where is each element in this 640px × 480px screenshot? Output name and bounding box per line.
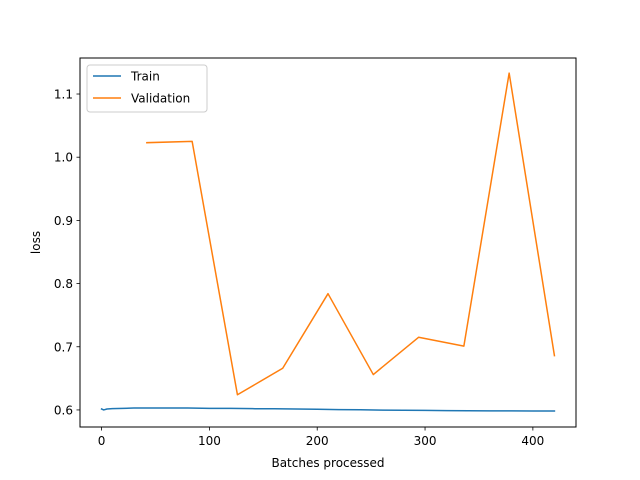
axes-layer xyxy=(79,57,577,428)
x-tick-label: 300 xyxy=(414,434,437,448)
legend-label-validation: Validation xyxy=(131,92,190,106)
y-tick-label: 1.1 xyxy=(54,88,73,102)
y-tick-label: 1.0 xyxy=(54,151,73,165)
x-tick-label: 400 xyxy=(521,434,544,448)
series-line-validation xyxy=(146,72,556,396)
x-axis-label: Batches processed xyxy=(271,456,384,470)
series-line-train xyxy=(100,407,556,412)
x-tick-label: 200 xyxy=(306,434,329,448)
legend: Train Validation xyxy=(86,64,208,113)
legend-label-train: Train xyxy=(130,70,160,84)
plot-background xyxy=(80,58,576,427)
x-tick-label: 100 xyxy=(198,434,221,448)
y-ticks: 0.6 0.7 0.8 0.9 1.0 1.1 xyxy=(54,88,80,417)
plot-frame xyxy=(79,57,577,428)
x-tick-label: 0 xyxy=(98,434,106,448)
series-layer xyxy=(100,72,556,412)
x-ticks: 0 100 200 300 400 xyxy=(98,427,544,448)
y-tick-label: 0.6 xyxy=(54,403,73,417)
y-tick-label: 0.9 xyxy=(54,214,73,228)
y-tick-label: 0.7 xyxy=(54,340,73,354)
y-tick-label: 0.8 xyxy=(54,277,73,291)
y-axis-label: loss xyxy=(29,231,43,254)
